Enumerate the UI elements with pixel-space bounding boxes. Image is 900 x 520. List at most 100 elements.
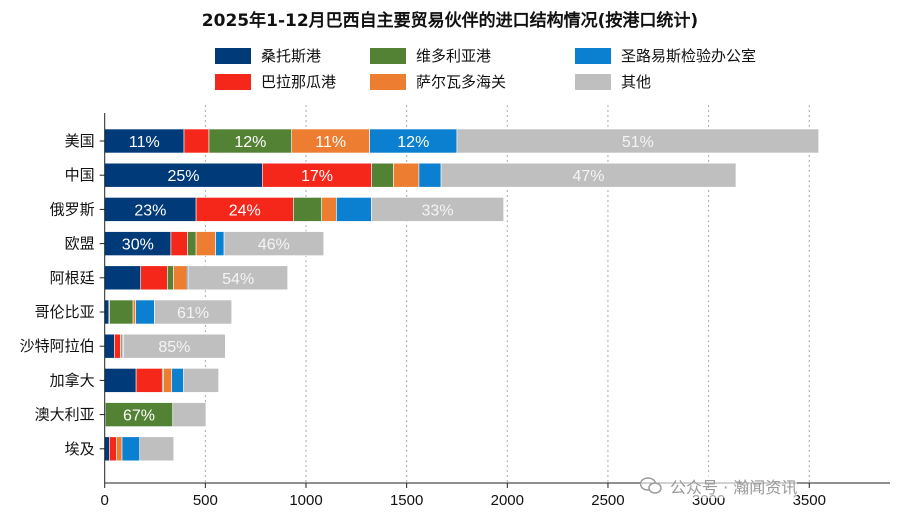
bar-segment (140, 265, 168, 291)
bar-segment (114, 333, 121, 359)
legend-label: 萨尔瓦多海关 (416, 73, 507, 91)
data-label: 85% (158, 339, 190, 356)
x-tick-label: 3500 (793, 492, 826, 509)
y-tick-label: 美国 (65, 132, 95, 150)
watermark-text: 公众号 · 瀚闻资讯 (670, 478, 798, 497)
data-label: 30% (122, 237, 154, 254)
bar-segment (223, 231, 325, 256)
legend-item: 萨尔瓦多海关 (370, 71, 506, 92)
watermark: 公众号 · 瀚闻资讯 (640, 474, 798, 498)
y-tick-label: 阿根廷 (50, 269, 95, 287)
bar-segment (171, 368, 184, 393)
data-label: 61% (177, 305, 209, 322)
y-tick-label: 中国 (65, 166, 95, 184)
bar-segment (104, 162, 263, 188)
legend-swatch (575, 73, 611, 90)
bar-segment (293, 197, 323, 222)
data-label: 11% (129, 134, 160, 151)
bar-segment (154, 299, 233, 325)
bar-segment (291, 128, 370, 154)
bar-segment (104, 299, 110, 325)
bar-segment (109, 299, 134, 325)
bar-segment (336, 197, 372, 222)
y-tick-label: 加拿大 (50, 371, 95, 389)
bar-segment (195, 231, 216, 256)
bar-segment (456, 128, 820, 154)
data-label: 12% (397, 134, 429, 151)
bar-segment (121, 436, 141, 462)
x-tick-label: 0 (101, 492, 109, 509)
data-label: 51% (622, 134, 654, 151)
bar-segment (183, 368, 219, 393)
y-tick-label: 欧盟 (65, 235, 95, 253)
data-label: 17% (301, 168, 333, 185)
bar-segment (104, 436, 110, 462)
bar-segment (104, 128, 185, 154)
bar-segment (167, 265, 174, 291)
chart-title: 2025年1-12月巴西自主要贸易伙伴的进口结构情况(按港口统计) (201, 11, 699, 31)
bar-segment (139, 436, 175, 462)
y-tick-label: 俄罗斯 (50, 200, 95, 218)
bar-segment (170, 231, 188, 256)
legend-label: 维多利亚港 (416, 47, 492, 65)
bar-segment (116, 436, 123, 462)
data-label: 24% (229, 202, 261, 219)
legend-item: 维多利亚港 (370, 45, 491, 66)
x-tick-label: 1500 (390, 492, 423, 509)
data-label: 47% (573, 168, 605, 185)
data-label: 11% (315, 134, 346, 151)
bar-segment (135, 368, 163, 393)
bar-segment (188, 265, 288, 291)
legend-label: 巴拉那瓜港 (261, 73, 337, 91)
y-tick-label: 澳大利亚 (35, 406, 95, 424)
bar-segment (262, 162, 372, 188)
legend-swatch (215, 47, 251, 64)
bar-segment (104, 368, 137, 393)
legend-swatch (370, 47, 406, 64)
data-label: 12% (234, 134, 266, 151)
legend-item: 桑托斯港 (215, 45, 321, 66)
bar-segment (163, 368, 173, 393)
y-tick-label: 埃及 (65, 440, 95, 458)
bar-segment (208, 128, 293, 154)
bar-segment (172, 402, 207, 427)
data-label: 23% (134, 202, 166, 219)
bar-segment (393, 162, 420, 188)
legend-item: 巴拉那瓜港 (215, 71, 336, 92)
bar-segment (195, 197, 294, 222)
bar-segment (187, 231, 197, 256)
bar-segment (135, 299, 155, 325)
bar-segment (369, 128, 458, 154)
data-label: 67% (123, 408, 155, 425)
bar-segment (183, 128, 210, 154)
bar-segment (104, 333, 115, 359)
legend-label: 桑托斯港 (261, 47, 322, 65)
x-tick-label: 500 (193, 492, 218, 509)
bar-segment (109, 436, 117, 462)
bar-segment (215, 231, 225, 256)
y-tick-label: 沙特阿拉伯 (20, 337, 95, 355)
legend-item: 圣路易斯检验办公室 (575, 45, 756, 66)
x-tick-label: 2000 (491, 492, 524, 509)
bar-segment (105, 402, 174, 427)
bar-segment (132, 299, 137, 325)
bar-segment (371, 197, 504, 222)
legend-swatch (575, 47, 611, 64)
data-label: 54% (222, 271, 254, 288)
y-tick-label: 哥伦比亚 (35, 303, 95, 321)
bar-segment (104, 231, 172, 256)
bar-segment (123, 333, 226, 359)
bar-segment (418, 162, 442, 188)
legend-item: 其他 (575, 71, 651, 92)
legend-label: 其他 (621, 73, 652, 91)
bar-segment (173, 265, 188, 291)
x-tick-label: 1000 (289, 492, 322, 509)
legend-label: 圣路易斯检验办公室 (621, 47, 757, 65)
data-label: 46% (258, 237, 290, 254)
data-label: 33% (422, 202, 454, 219)
wechat-icon (640, 477, 662, 494)
legend-swatch (370, 73, 406, 90)
x-tick-label: 2500 (591, 492, 624, 509)
bar-segment (104, 265, 142, 291)
